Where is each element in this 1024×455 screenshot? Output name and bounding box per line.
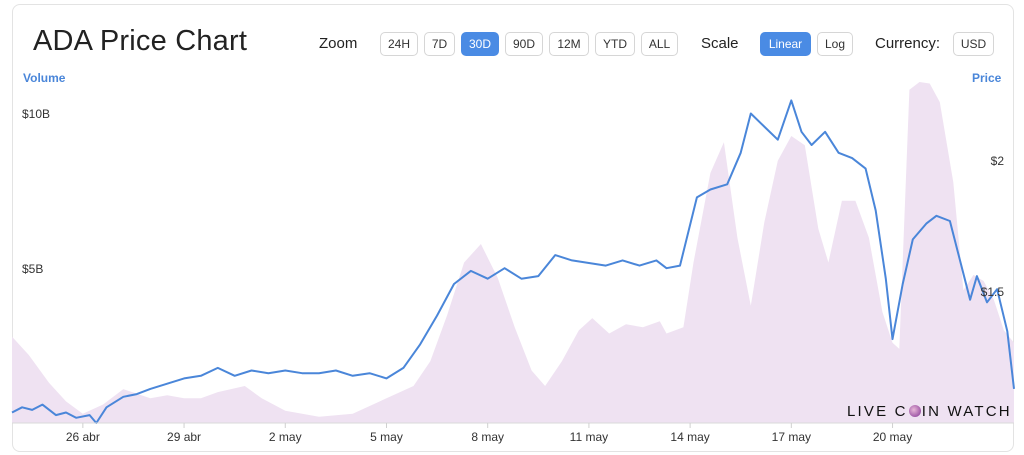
zoom-button-ytd[interactable]: YTD	[595, 32, 635, 56]
price-tick-label: $2	[990, 153, 1004, 168]
logo-text-start: LIVE C	[847, 403, 908, 420]
date-tick-label: 17 may	[771, 430, 812, 444]
volume-tick-label: $5B	[22, 261, 44, 276]
scale-button-log[interactable]: Log	[817, 32, 853, 56]
zoom-button-24h[interactable]: 24H	[380, 32, 418, 56]
date-tick-label: 8 may	[471, 430, 505, 444]
logo-text-end: IN WATCH	[921, 403, 1012, 420]
volume-axis-title: Volume	[23, 71, 66, 85]
date-tick-label: 11 may	[569, 430, 609, 444]
date-tick-label: 5 may	[370, 430, 403, 444]
date-tick-label: 29 abr	[167, 430, 202, 444]
live-coin-watch-logo: LIVE C IN WATCH	[847, 403, 1012, 420]
price-tick-label: $1.5	[980, 284, 1004, 299]
date-tick-label: 14 may	[670, 430, 710, 444]
volume-tick-label: $10B	[22, 107, 51, 122]
price-axis-title: Price	[972, 71, 1002, 85]
zoom-button-7d[interactable]: 7D	[424, 32, 455, 56]
zoom-label: Zoom	[319, 35, 358, 52]
coin-icon	[908, 405, 921, 417]
zoom-button-30d[interactable]: 30D	[461, 32, 499, 56]
zoom-button-90d[interactable]: 90D	[505, 32, 543, 56]
page-title: ADA Price Chart	[33, 25, 248, 57]
currency-label: Currency:	[875, 35, 941, 52]
date-tick-label: 26 abr	[65, 430, 100, 444]
date-tick-label: 20 may	[872, 430, 913, 444]
scale-button-linear[interactable]: Linear	[760, 32, 811, 56]
zoom-button-all[interactable]: ALL	[641, 32, 678, 56]
volume-area	[12, 82, 1014, 423]
currency-select[interactable]: USD	[953, 32, 994, 56]
scale-label: Scale	[701, 35, 739, 52]
price-line	[11, 99, 1015, 424]
date-tick-label: 2 may	[268, 430, 302, 444]
zoom-button-12m[interactable]: 12M	[549, 32, 589, 56]
